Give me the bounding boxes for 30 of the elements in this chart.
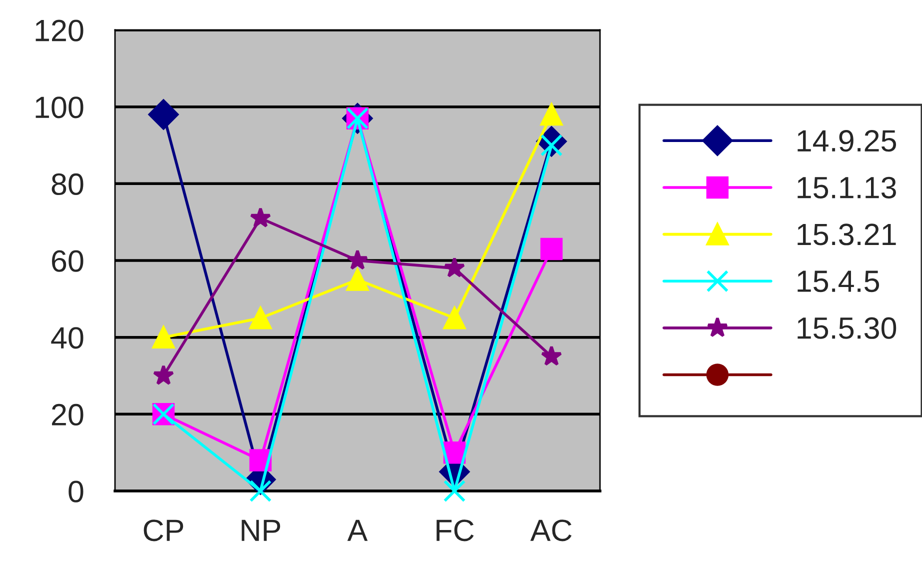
point (346, 249, 368, 270)
point (249, 307, 272, 330)
x-tick-label: FC (436, 520, 474, 542)
y-tick-label: 120 (36, 20, 84, 42)
point (444, 257, 466, 278)
legend-label: 15.4.5 (798, 270, 880, 292)
y-tick-label: 80 (52, 173, 84, 196)
point (443, 480, 466, 502)
x-tick-label: NP (242, 520, 280, 541)
point (540, 103, 563, 126)
legend-label: 15.3.21 (798, 224, 896, 246)
y-tick-label: 0 (68, 480, 84, 502)
x-tick-label: AC (530, 520, 572, 542)
point (152, 326, 175, 348)
y-tick-label: 40 (51, 327, 84, 349)
point (540, 238, 563, 260)
point (540, 345, 562, 366)
point (250, 207, 272, 228)
y-tick-label: 60 (52, 250, 84, 272)
y-tick-label: 20 (52, 404, 84, 426)
legend-label: 15.1.13 (798, 176, 896, 198)
x-tick-label: CP (144, 520, 184, 542)
point (443, 307, 466, 330)
y-tick-label: 100 (36, 96, 84, 118)
point (148, 99, 179, 130)
point (152, 364, 174, 386)
point (346, 268, 369, 291)
legend-label: 14.9.25 (798, 130, 896, 152)
legend-label: 15.5.30 (798, 317, 896, 339)
x-tick-label: A (347, 520, 368, 541)
